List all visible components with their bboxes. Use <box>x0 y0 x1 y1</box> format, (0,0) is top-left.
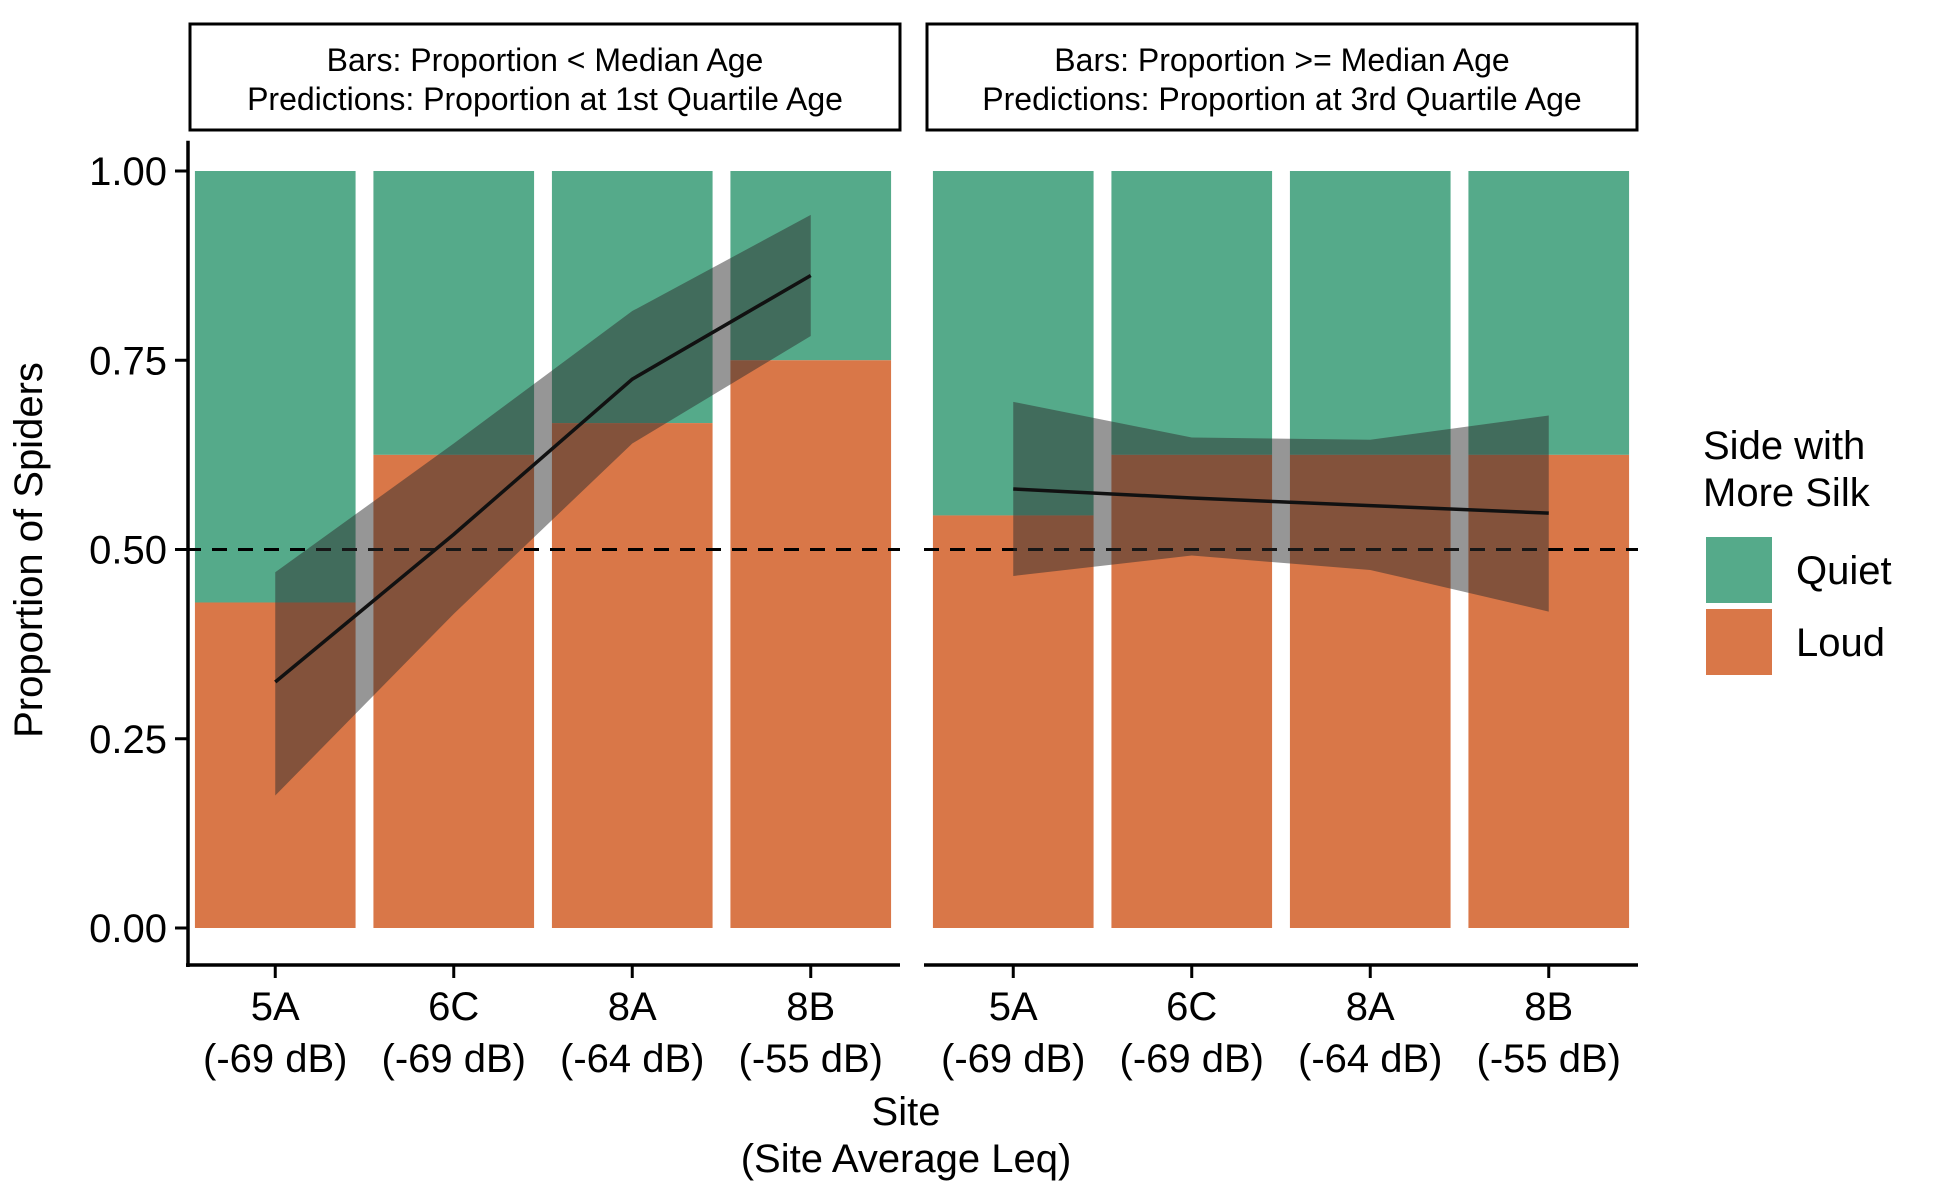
x-tick-label-site: 8B <box>1524 985 1573 1029</box>
x-tick-label-leq: (-69 dB) <box>203 1037 348 1081</box>
x-tick-label-leq: (-55 dB) <box>739 1037 884 1081</box>
y-axis: 0.00 0.25 0.50 0.75 1.00 <box>89 140 190 967</box>
x-tick-label-site: 8A <box>608 985 657 1029</box>
legend-title-line1: Side with <box>1703 424 1865 468</box>
bar-loud-8B <box>730 360 892 928</box>
y-tick-label: 0.00 <box>89 907 167 951</box>
y-tick-label: 0.75 <box>89 339 167 383</box>
x-axis-title-line2: (Site Average Leq) <box>741 1137 1072 1181</box>
panel-1: Bars: Proportion < Median AgePredictions… <box>186 22 902 1081</box>
bar-quiet-6C <box>1111 171 1273 455</box>
panel-strip-line2: Predictions: Proportion at 3rd Quartile … <box>982 81 1581 117</box>
bar-loud-8A <box>551 423 713 928</box>
x-tick-label-site: 8B <box>786 985 835 1029</box>
x-tick-label-site: 5A <box>989 985 1038 1029</box>
x-tick-label-leq: (-69 dB) <box>1120 1037 1265 1081</box>
bar-quiet-8A <box>1289 171 1451 455</box>
panels-layer: Bars: Proportion < Median AgePredictions… <box>186 22 1639 1081</box>
x-tick-label-leq: (-69 dB) <box>941 1037 1086 1081</box>
panel-strip-line1: Bars: Proportion < Median Age <box>327 42 764 78</box>
legend-key-loud <box>1706 609 1772 675</box>
y-tick-label: 1.00 <box>89 150 167 194</box>
legend-title-line2: More Silk <box>1703 471 1871 515</box>
panel-strip-line2: Predictions: Proportion at 1st Quartile … <box>247 81 843 117</box>
bar-quiet-5A <box>194 171 356 603</box>
y-axis-title: Proportion of Spiders <box>7 362 51 738</box>
x-tick-label-site: 5A <box>251 985 300 1029</box>
bar-quiet-8B <box>1468 171 1630 455</box>
x-tick-label-leq: (-64 dB) <box>1298 1037 1443 1081</box>
legend-label-loud: Loud <box>1796 621 1885 665</box>
legend: Side with More Silk Quiet Loud <box>1703 424 1892 675</box>
prediction-ci-ribbon <box>1013 401 1549 612</box>
x-tick-label-site: 6C <box>428 985 479 1029</box>
panel-strip-1 <box>188 22 902 132</box>
x-tick-label-site: 8A <box>1346 985 1395 1029</box>
y-tick-label: 0.50 <box>89 529 167 573</box>
prediction-line <box>274 273 812 684</box>
x-tick-label-leq: (-64 dB) <box>560 1037 705 1081</box>
panel-strip-line1: Bars: Proportion >= Median Age <box>1054 42 1509 78</box>
x-axis-title-line1: Site <box>872 1090 941 1134</box>
legend-key-quiet <box>1706 537 1772 603</box>
prediction-line <box>1013 487 1549 515</box>
x-tick-label-leq: (-55 dB) <box>1477 1037 1622 1081</box>
prediction-ci-ribbon <box>275 214 811 796</box>
panel-2: Bars: Proportion >= Median AgePrediction… <box>924 22 1639 1081</box>
x-tick-label-site: 6C <box>1166 985 1217 1029</box>
y-tick-label: 0.25 <box>89 718 167 762</box>
panel-strip-2 <box>925 22 1639 132</box>
bar-loud-5A <box>932 515 1094 928</box>
legend-label-quiet: Quiet <box>1796 549 1892 593</box>
x-tick-label-leq: (-69 dB) <box>382 1037 527 1081</box>
